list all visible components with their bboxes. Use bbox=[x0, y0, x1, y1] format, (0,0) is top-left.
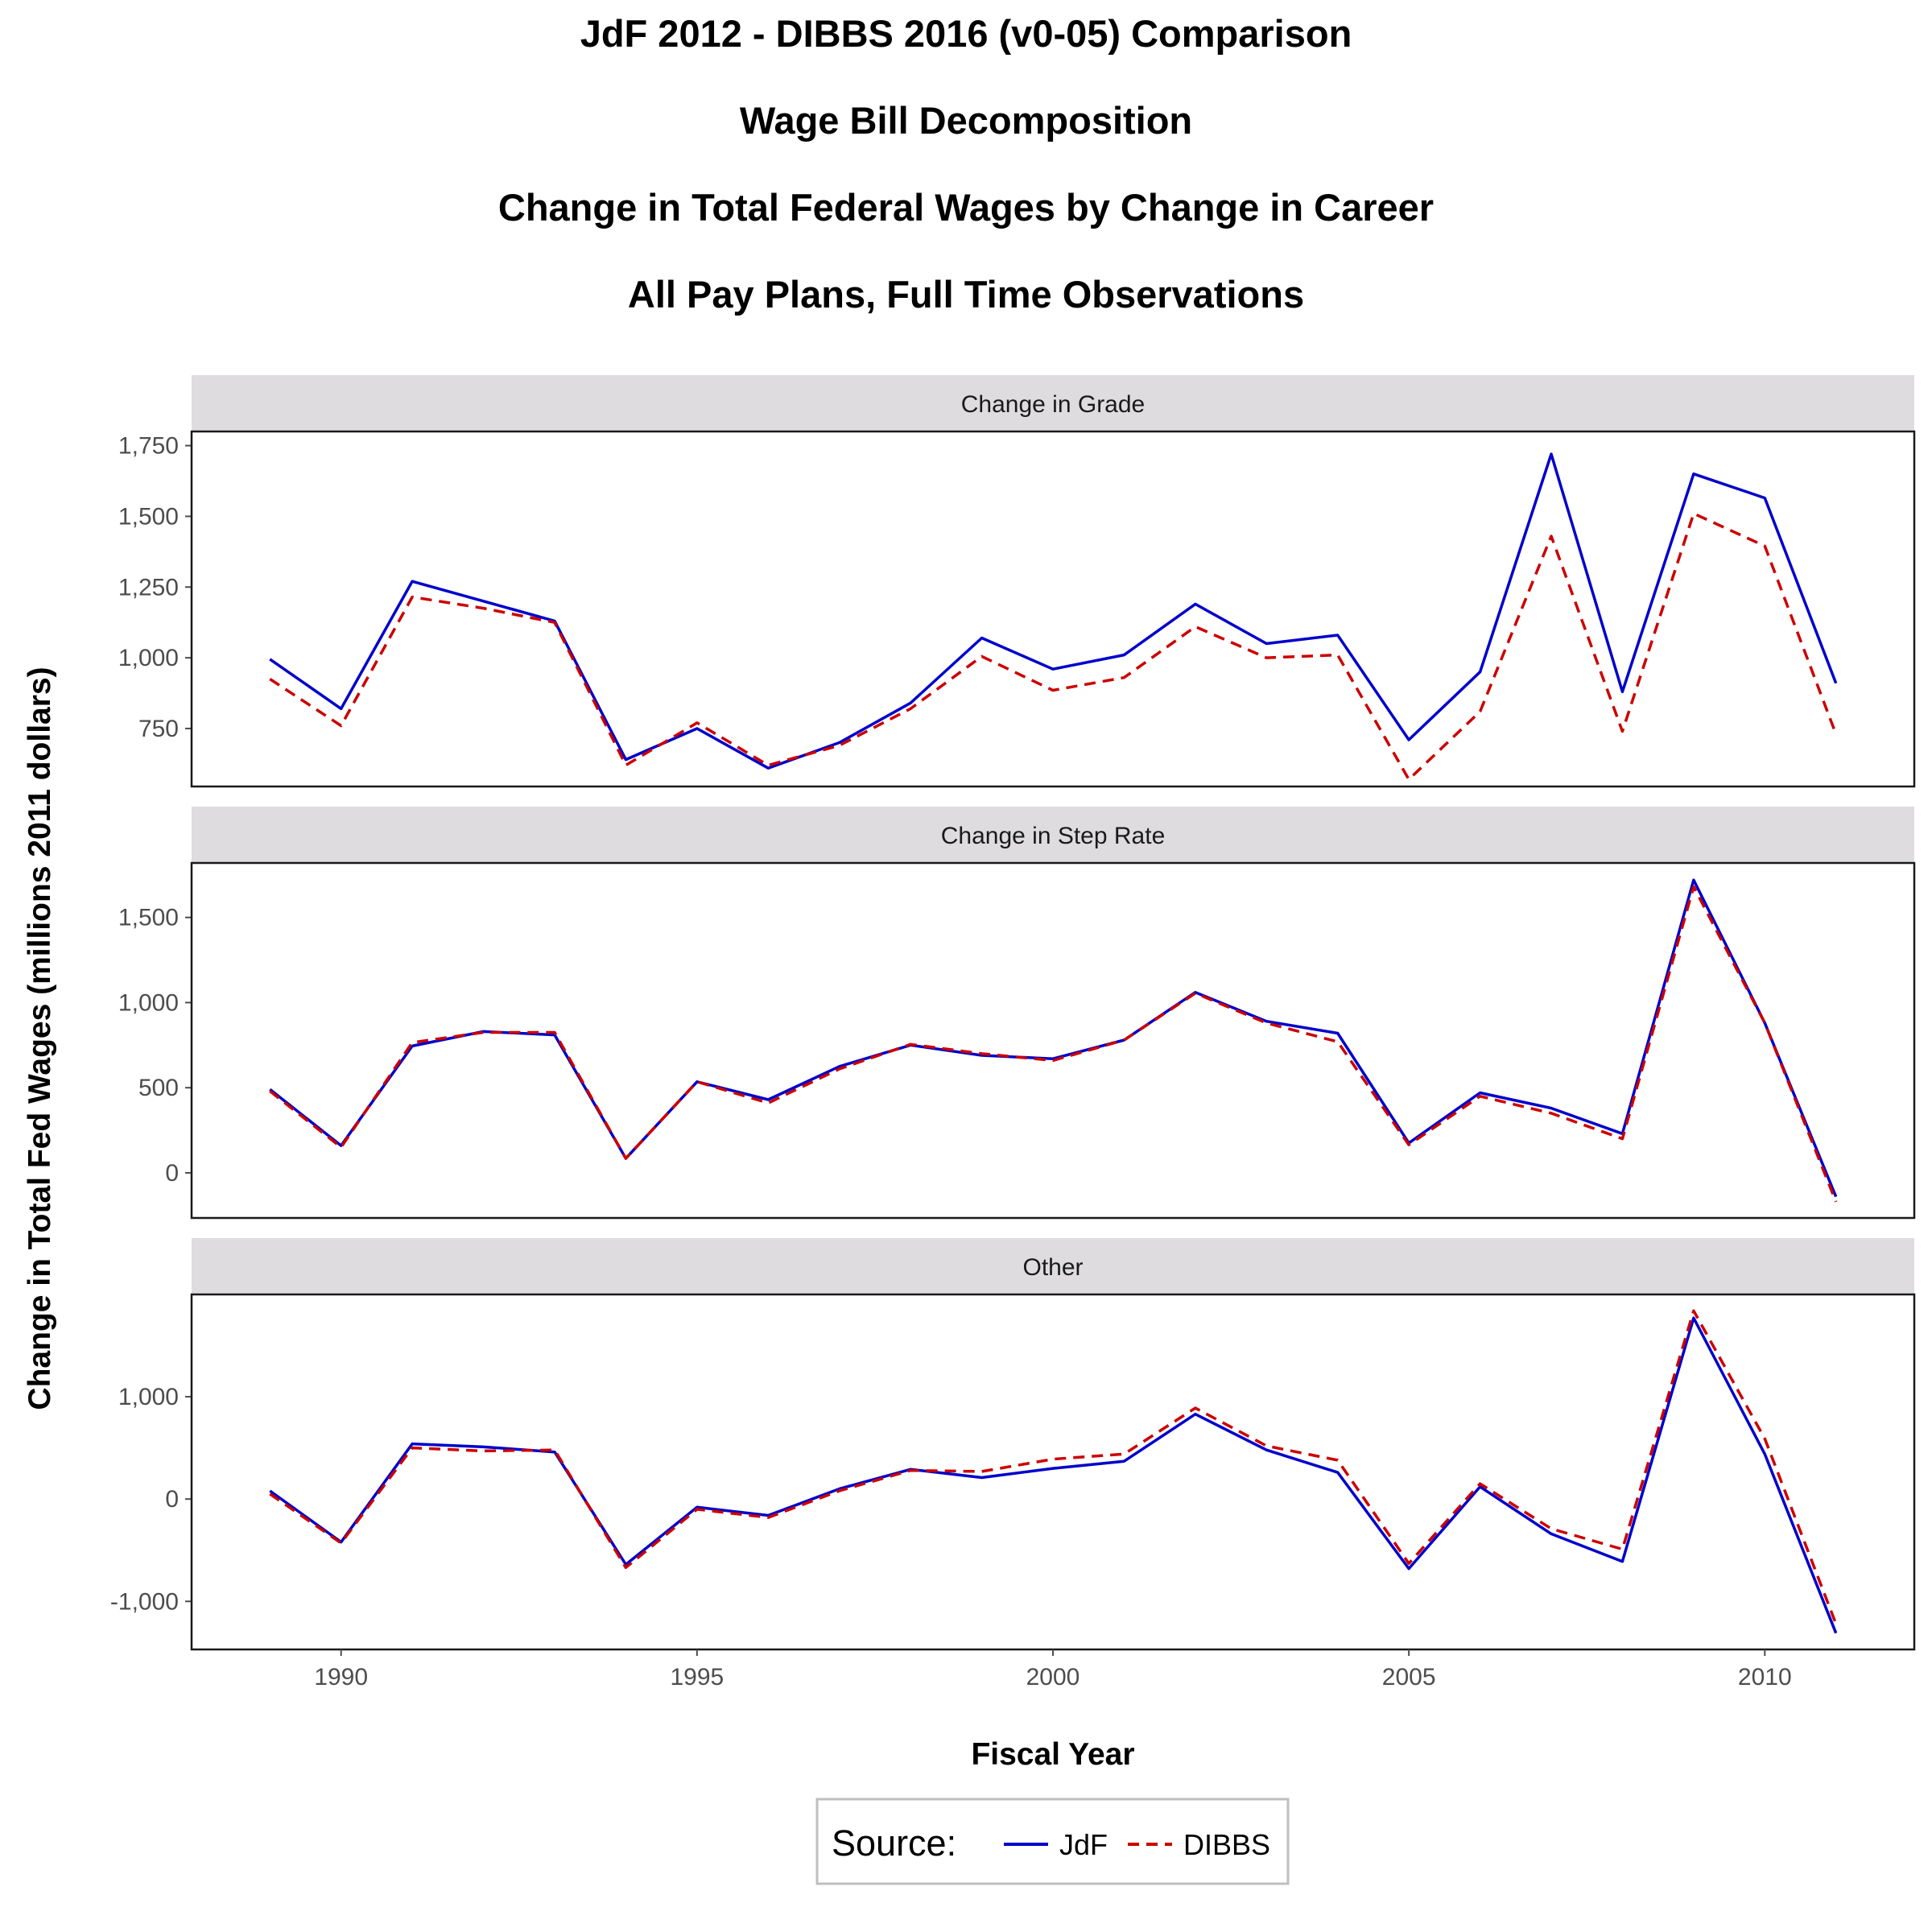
y-axis-title: Change in Total Fed Wages (millions 2011… bbox=[23, 667, 57, 1410]
y-tick-label: 1,250 bbox=[118, 574, 179, 601]
x-tick-label: 2010 bbox=[1738, 1664, 1792, 1690]
x-axis-title: Fiscal Year bbox=[971, 1737, 1134, 1772]
legend-label-dibbs: DIBBS bbox=[1183, 1828, 1270, 1861]
y-tick-label: 1,750 bbox=[118, 433, 179, 460]
y-tick-label: 1,500 bbox=[118, 905, 179, 931]
chart-title: JdF 2012 - DIBBS 2016 (v0-05) Comparison bbox=[580, 12, 1352, 55]
facet-strip bbox=[192, 807, 1914, 863]
facet-panels: Change in Grade7501,0001,2501,5001,750Ch… bbox=[110, 375, 1916, 1651]
legend: Source: JdF DIBBS bbox=[815, 1798, 1290, 1885]
facet-strip-label: Change in Step Rate bbox=[941, 823, 1166, 849]
y-tick-label: 1,500 bbox=[118, 503, 179, 530]
y-tick-label: -1,000 bbox=[110, 1588, 179, 1615]
facet-strip bbox=[192, 1238, 1914, 1294]
y-tick-label: 1,000 bbox=[118, 1384, 179, 1410]
chart-subtitle-1: Wage Bill Decomposition bbox=[739, 99, 1193, 142]
panel-border bbox=[190, 430, 1916, 788]
series-line-dibbs bbox=[269, 512, 1838, 781]
chart-subtitle-2: Change in Total Federal Wages by Change … bbox=[497, 186, 1435, 229]
facet-strip bbox=[192, 375, 1914, 431]
chart-subtitle-3: All Pay Plans, Full Time Observations bbox=[627, 273, 1305, 316]
x-tick-label: 2000 bbox=[1026, 1664, 1080, 1690]
y-tick-label: 0 bbox=[165, 1160, 179, 1187]
series-line-jdf bbox=[269, 452, 1838, 770]
legend-label-jdf: JdF bbox=[1059, 1828, 1108, 1861]
y-tick-label: 1,000 bbox=[118, 645, 179, 671]
facet-strip-label: Change in Grade bbox=[961, 391, 1146, 418]
facet-panel-1: Change in Step Rate 0 500 1,000 1,500 bbox=[118, 807, 1916, 1220]
y-tick-label: 750 bbox=[138, 716, 179, 742]
y-tick-label: 0 bbox=[165, 1486, 179, 1513]
legend-box bbox=[815, 1798, 1290, 1885]
facet-panel-0: Change in Grade 750 1,000 1,250 1,500 1,750 bbox=[118, 375, 1916, 788]
y-tick-label: 1,000 bbox=[118, 989, 179, 1016]
series-line-dibbs bbox=[269, 885, 1838, 1203]
legend-title: Source: bbox=[832, 1823, 956, 1864]
facet-panel-2: Other -1,000 0 1,000 bbox=[110, 1238, 1916, 1651]
x-tick-label: 1990 bbox=[314, 1664, 368, 1690]
x-axis: 1990 1995 2000 2005 2010 bbox=[314, 1649, 1792, 1690]
series-line-dibbs bbox=[269, 1309, 1838, 1624]
facet-strip-label: Other bbox=[1022, 1254, 1083, 1281]
x-tick-label: 2005 bbox=[1382, 1664, 1436, 1690]
x-tick-label: 1995 bbox=[670, 1664, 724, 1690]
panel-border bbox=[190, 861, 1916, 1220]
y-tick-label: 500 bbox=[138, 1075, 179, 1101]
